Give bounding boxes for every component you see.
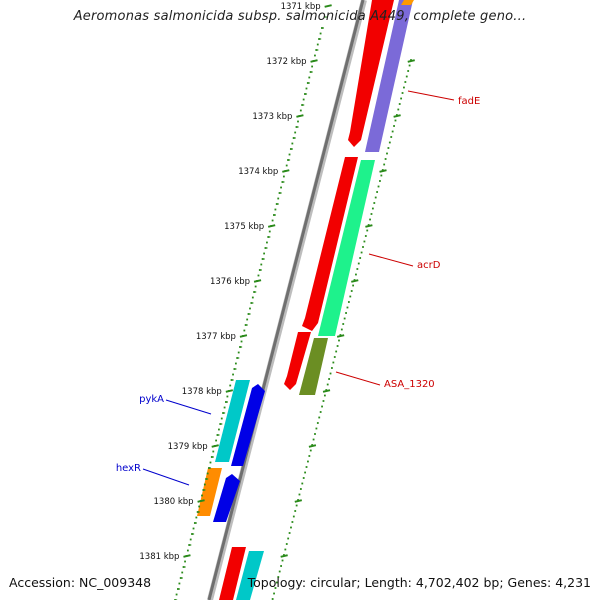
gene-block-red[interactable] (302, 157, 358, 331)
gene-block-red[interactable] (219, 547, 246, 600)
scale-tick (197, 499, 205, 503)
gene-block-pyka[interactable] (215, 380, 250, 462)
gene-label-hexr[interactable]: hexR (116, 463, 141, 474)
scale-dots-right (271, 59, 412, 600)
tick-label: 1378 kbp (182, 387, 222, 397)
scale-tick (239, 334, 248, 338)
scale-tick-right (407, 59, 415, 63)
tick-label: 1379 kbp (168, 442, 208, 452)
tick-label: 1377 kbp (196, 332, 236, 342)
tick-label: 1381 kbp (139, 552, 179, 562)
scale-tick-right (336, 334, 345, 338)
gene-leader-line (165, 399, 212, 415)
gene-leader-line (368, 253, 414, 267)
scale-tick (310, 59, 318, 63)
scale-tick-right (308, 444, 317, 448)
scale-tick-right (280, 554, 288, 558)
scale-tick-right (322, 389, 331, 393)
gene-label-pyka[interactable]: pykA (139, 394, 164, 405)
gene-leader-line (335, 371, 381, 386)
scale-tick (296, 114, 304, 118)
label-layer: fadE acrD ASA_1320 pykA hexR (116, 90, 480, 486)
accession-text: Accession: NC_009348 (9, 575, 152, 590)
scale-tick-right (294, 499, 303, 503)
tick-label: 1376 kbp (210, 277, 250, 287)
tick-label: 1373 kbp (252, 112, 292, 122)
gene-block-hexr[interactable] (197, 468, 222, 516)
gene-leader-line (142, 468, 190, 486)
tick-label: 1374 kbp (238, 167, 278, 177)
gene-block-blue[interactable] (231, 384, 265, 466)
tick-label: 1371 kbp (281, 2, 321, 12)
map-title: Aeromonas salmonicida subsp. salmonicida… (73, 9, 527, 24)
gene-label-acrd[interactable]: acrD (417, 260, 441, 271)
gene-block-cyan[interactable] (236, 551, 264, 600)
backbone-line (207, 0, 365, 601)
scale-tick-right (365, 224, 373, 228)
gene-leader-line (407, 90, 455, 101)
gene-label-asa-1320[interactable]: ASA_1320 (384, 379, 435, 390)
scale-tick (225, 389, 234, 393)
scale-tick-right (379, 169, 387, 173)
gene-block-red[interactable] (348, 0, 394, 147)
scale-tick (282, 169, 290, 173)
scale-tick (324, 4, 332, 8)
gene-block-orange[interactable] (401, 0, 414, 5)
tick-label: 1372 kbp (266, 57, 306, 67)
gene-block-acrd[interactable] (318, 160, 375, 336)
scale-tick (267, 224, 276, 228)
tick-label: 1380 kbp (154, 497, 194, 507)
tick-label: 1375 kbp (224, 222, 264, 232)
gene-block-blue[interactable] (213, 474, 240, 522)
scale-tick-right (351, 279, 359, 283)
gene-block-asa1320[interactable] (299, 338, 328, 395)
scale-tick (211, 444, 219, 448)
gene-block-red[interactable] (284, 332, 311, 390)
gene-block-fade[interactable] (365, 0, 413, 152)
scale-tick-right (393, 114, 401, 118)
scale-tick (253, 279, 262, 283)
gene-label-fade[interactable]: fadE (458, 96, 480, 107)
genome-info-text: Topology: circular; Length: 4,702,402 bp… (247, 575, 591, 590)
scale-tick (183, 554, 191, 558)
tick-layer: 1371 kbp 1372 kbp 1373 kbp 1374 kbp 1375 kbp… (139, 2, 415, 601)
